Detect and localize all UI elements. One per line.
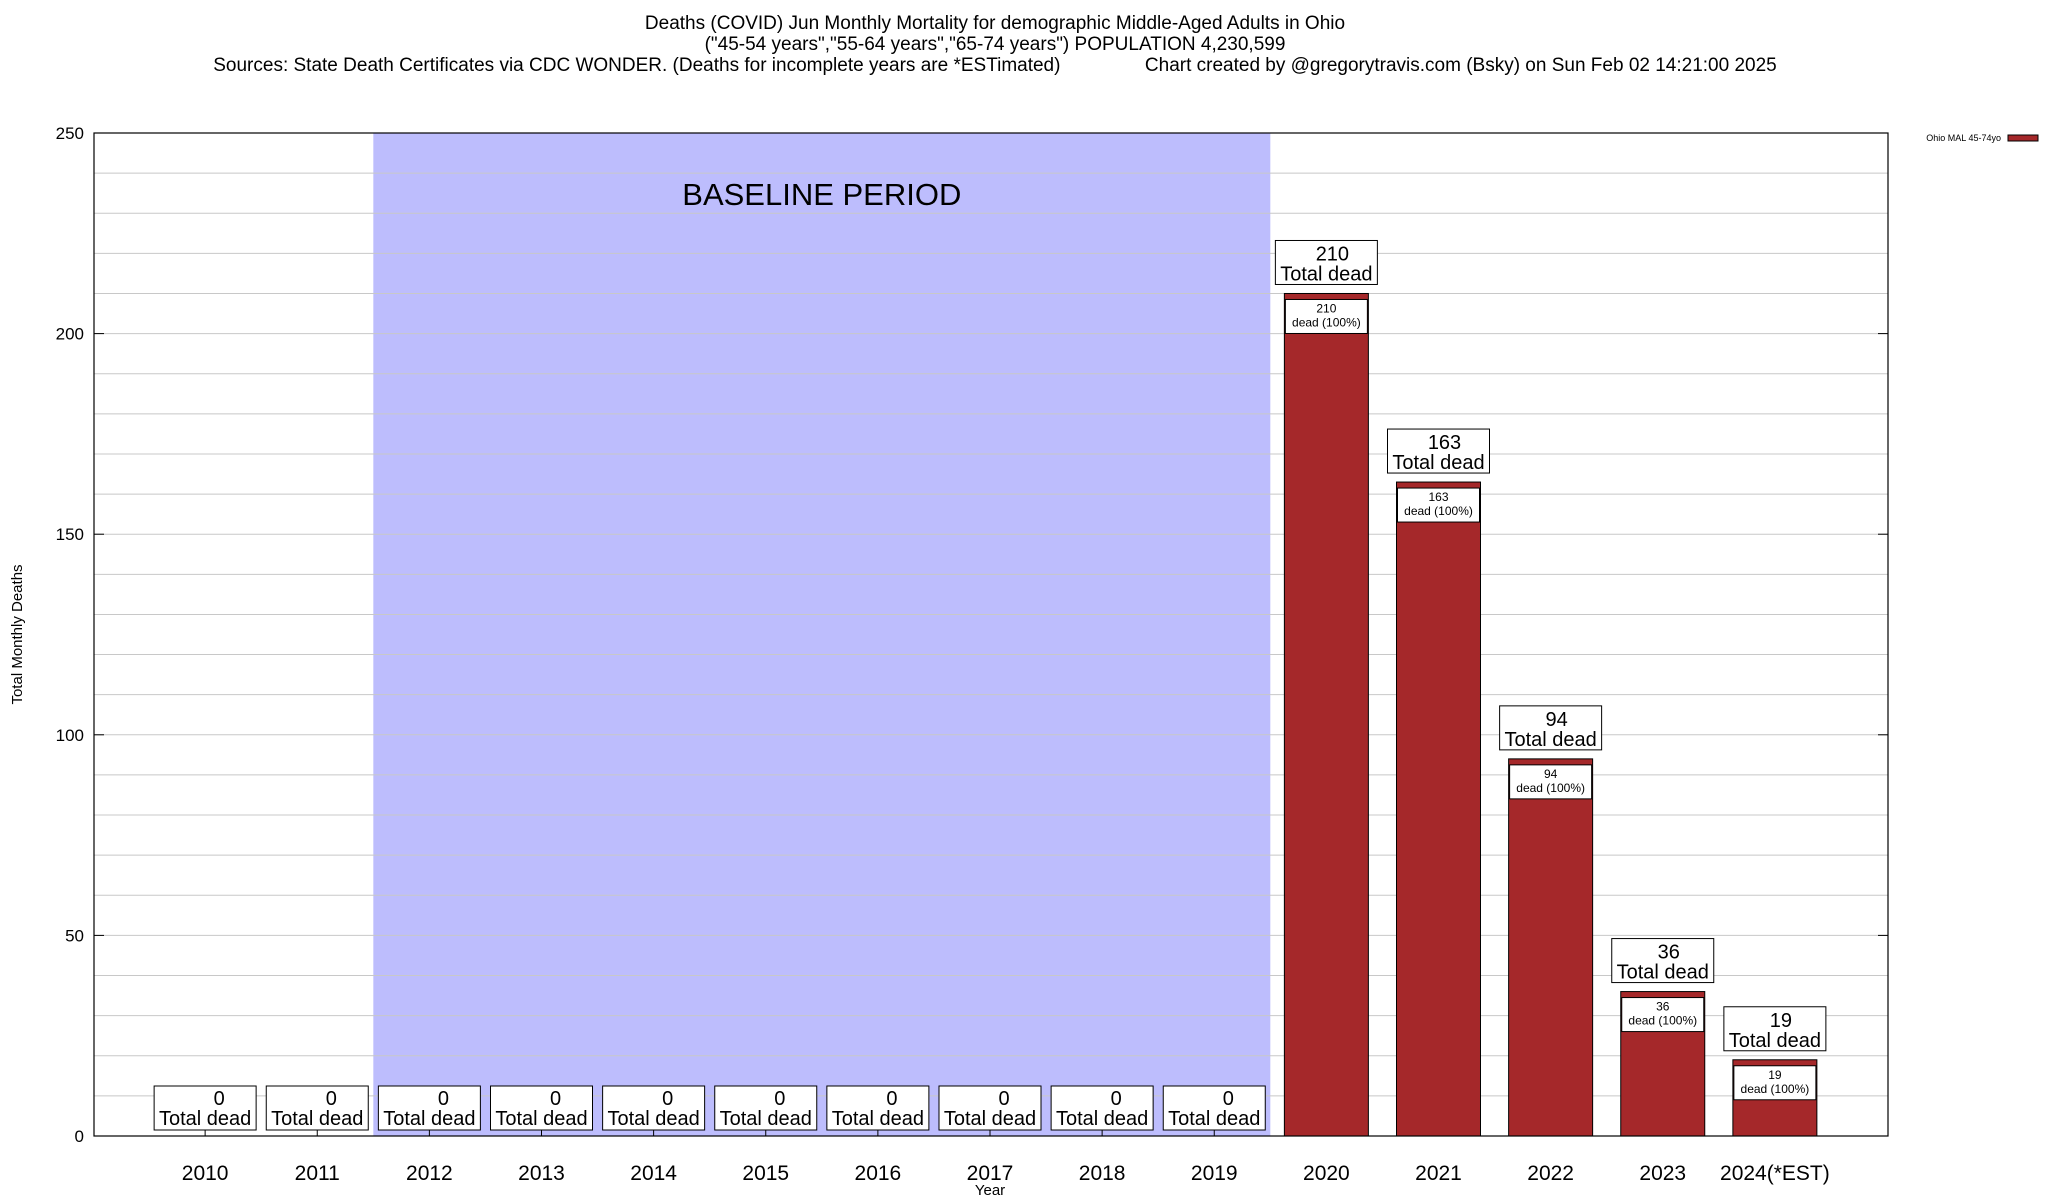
bar-total-label: Total dead: [944, 1108, 1036, 1130]
bar-total-box: [1499, 705, 1603, 751]
y-tick-label: 0: [75, 1127, 84, 1146]
y-tick-label: 50: [65, 926, 84, 945]
bar-total-box: [153, 1085, 257, 1131]
bar-total-label: Total dead: [1168, 1108, 1260, 1130]
bar-inner-label-box: [1621, 997, 1705, 1033]
bar-total-value: 0: [326, 1088, 337, 1110]
legend-swatch: [2007, 134, 2039, 142]
bar-total-value: 163: [1428, 432, 1461, 454]
bar-2021: [1396, 481, 1481, 1137]
bar-inner-value: 36: [1656, 1000, 1670, 1014]
bar-total-value: 210: [1316, 243, 1349, 265]
bar-total-box: [602, 1085, 706, 1131]
bar-total-value: 36: [1658, 942, 1680, 964]
bar-total-box: [938, 1085, 1042, 1131]
x-tick-label: 2018: [1079, 1162, 1126, 1185]
bar-total-value: 0: [998, 1088, 1009, 1110]
bar-total-value: 0: [774, 1088, 785, 1110]
bar-inner-value: 94: [1544, 767, 1558, 781]
x-tick-label: 2021: [1415, 1162, 1462, 1185]
bar-total-label: Total dead: [607, 1108, 699, 1130]
plot-frame: [93, 132, 1889, 1137]
y-tick-label: 150: [56, 525, 84, 544]
y-tick-label: 250: [56, 124, 84, 143]
y-tick-label: 100: [56, 726, 84, 745]
x-axis-label: Year: [975, 1182, 1005, 1199]
bar-total-label: Total dead: [1617, 962, 1709, 984]
bar-inner-value: 19: [1768, 1068, 1782, 1082]
bar-inner-label-box: [1509, 764, 1593, 800]
x-tick-label: 2015: [742, 1162, 789, 1185]
bar-total-value: 94: [1546, 709, 1568, 731]
bar-total-value: 0: [662, 1088, 673, 1110]
chart-title-block: Deaths (COVID) Jun Monthly Mortality for…: [0, 13, 1990, 76]
bar-total-label: Total dead: [1729, 1030, 1821, 1052]
bar-inner-label-box: [1284, 298, 1368, 334]
x-tick-label: 2017: [967, 1162, 1014, 1185]
chart-title: Deaths (COVID) Jun Monthly Mortality for…: [644, 13, 1346, 34]
bar-inner-label: dead (100%): [1516, 781, 1585, 795]
bar-total-box: [490, 1085, 593, 1131]
bar-total-label: Total dead: [495, 1108, 587, 1130]
baseline-band: [373, 133, 1271, 1136]
bar-total-box: [714, 1085, 818, 1131]
x-tick-label: 2024(*EST): [1720, 1162, 1830, 1185]
x-tick-label: 2019: [1191, 1162, 1238, 1185]
bar-total-label: Total dead: [832, 1108, 924, 1130]
bar-total-label: Total dead: [1056, 1108, 1148, 1130]
bar-total-value: 0: [550, 1088, 561, 1110]
bar-total-label: Total dead: [720, 1108, 812, 1130]
bar-total-box: [1611, 938, 1715, 984]
bar-total-value: 0: [214, 1088, 225, 1110]
y-tick-label: 200: [56, 325, 84, 344]
bar-total-label: Total dead: [1392, 452, 1484, 474]
bar-total-value: 0: [1111, 1088, 1122, 1110]
bar-total-label: Total dead: [271, 1108, 363, 1130]
x-tick-label: 2022: [1527, 1162, 1574, 1185]
x-tick-label: 2014: [630, 1162, 677, 1185]
x-tick-label: 2012: [406, 1162, 453, 1185]
bar-total-box: [377, 1085, 481, 1131]
x-tick-label: 2011: [295, 1162, 340, 1185]
bar-inner-label-box: [1733, 1065, 1817, 1101]
bar-inner-label: dead (100%): [1628, 1014, 1697, 1028]
x-tick-label: 2010: [182, 1162, 229, 1185]
bar-total-box: [1162, 1085, 1266, 1131]
bar-total-box: [1387, 428, 1490, 474]
bar-total-value: 0: [886, 1088, 897, 1110]
bar-total-label: Total dead: [1504, 729, 1596, 751]
bar-inner-value: 210: [1316, 301, 1336, 315]
legend-label: Ohio MAL 45-74yo: [1926, 133, 2001, 143]
bar-inner-label: dead (100%): [1404, 504, 1473, 518]
bar-total-box: [1723, 1006, 1827, 1052]
bar-total-label: Total dead: [383, 1108, 475, 1130]
bar-total-value: 0: [1223, 1088, 1234, 1110]
bar-inner-value: 163: [1428, 490, 1448, 504]
bar-2020: [1283, 292, 1369, 1137]
bar-total-box: [1050, 1085, 1154, 1131]
baseline-label: BASELINE PERIOD: [682, 177, 961, 212]
chart-subtitle: ("45-54 years","55-64 years","65-74 year…: [704, 34, 1286, 55]
bar-total-label: Total dead: [159, 1108, 251, 1130]
bar-total-value: 0: [438, 1088, 449, 1110]
bar-2022: [1508, 758, 1594, 1137]
x-tick-label: 2013: [518, 1162, 565, 1185]
bar-total-box: [826, 1085, 930, 1131]
bar-inner-label: dead (100%): [1292, 315, 1361, 329]
bar-total-box: [1274, 239, 1378, 285]
x-tick-label: 2016: [855, 1162, 902, 1185]
x-tick-label: 2023: [1639, 1162, 1686, 1185]
y-axis-label: Total Monthly Deaths: [9, 564, 26, 704]
chart-source-credit: Sources: State Death Certificates via CD…: [213, 55, 1777, 76]
bar-total-value: 19: [1770, 1010, 1792, 1032]
bar-inner-label: dead (100%): [1741, 1082, 1810, 1096]
bar-inner-label-box: [1397, 487, 1480, 523]
bar-total-label: Total dead: [1280, 263, 1372, 285]
x-tick-label: 2020: [1303, 1162, 1350, 1185]
bar-total-box: [265, 1085, 369, 1131]
